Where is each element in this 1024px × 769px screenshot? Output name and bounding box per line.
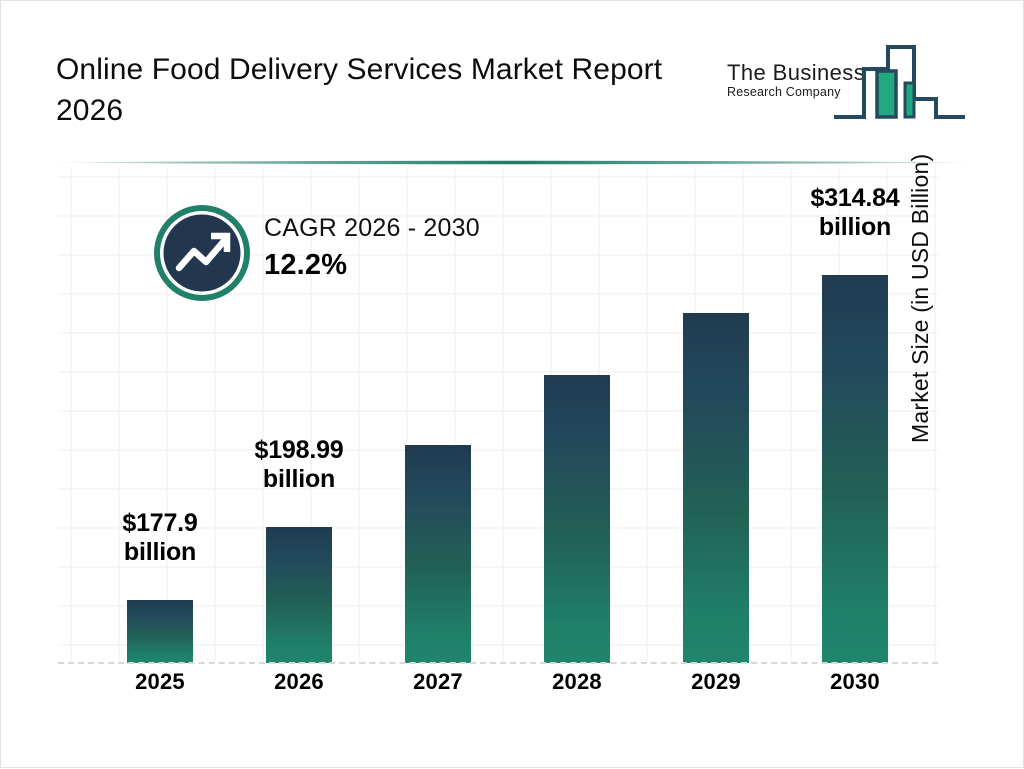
logo-wordmark-line2: Research Company [727, 85, 841, 99]
bar-2026[interactable] [266, 527, 332, 663]
x-tick-2027: 2027 [413, 669, 463, 694]
x-tick-2029: 2029 [691, 669, 741, 694]
cagr-text-block: CAGR 2026 - 2030 12.2% [264, 211, 554, 285]
bar-chart: $177.9 billion $198.99 billion $314.84 b… [1, 154, 1024, 769]
x-tick-2026: 2026 [274, 669, 324, 694]
value-label-2025-amount: $177.9 [122, 509, 198, 537]
value-label-2030-unit: billion [818, 213, 892, 241]
value-label-2026-amount: $198.99 [254, 436, 344, 464]
bar-2028[interactable] [544, 375, 610, 663]
bar-series [58, 169, 938, 664]
page-title: Online Food Delivery Services Market Rep… [56, 53, 663, 127]
bar-2025[interactable] [127, 600, 193, 663]
header: Online Food Delivery Services Market Rep… [1, 1, 1024, 165]
logo-wordmark-line1: The Business [727, 60, 866, 85]
value-label-2025: $177.9 billion [85, 509, 235, 567]
y-axis-title: Market Size (in USD Billion) [907, 153, 933, 443]
x-axis: 2025 2026 2027 2028 2029 2030 [58, 669, 938, 709]
cagr-value-label: 12.2% [264, 249, 348, 281]
header-divider [41, 160, 985, 165]
chart-baseline [58, 662, 938, 664]
x-tick-2028: 2028 [552, 669, 602, 694]
value-label-2030-amount: $314.84 [810, 184, 900, 212]
company-logo: The Business Research Company [727, 37, 967, 125]
bar-chart-outline-logo-mark [834, 45, 965, 119]
bar-2030[interactable] [822, 275, 888, 663]
logo-wordmark: The Business Research Company [727, 61, 877, 100]
value-label-2026: $198.99 billion [224, 436, 374, 494]
value-label-2030: $314.84 billion [780, 184, 930, 242]
x-tick-2025: 2025 [135, 669, 185, 694]
bar-2027[interactable] [405, 445, 471, 663]
cagr-callout: CAGR 2026 - 2030 12.2% [154, 205, 554, 310]
x-tick-2030: 2030 [830, 669, 880, 694]
trending-up-arrow-icon [154, 205, 250, 301]
cagr-period-label: CAGR 2026 - 2030 [264, 214, 480, 242]
value-label-2026-unit: billion [262, 465, 336, 493]
value-label-2025-unit: billion [123, 538, 197, 566]
plot-area: $177.9 billion $198.99 billion $314.84 b… [58, 169, 938, 664]
bar-2029[interactable] [683, 313, 749, 663]
